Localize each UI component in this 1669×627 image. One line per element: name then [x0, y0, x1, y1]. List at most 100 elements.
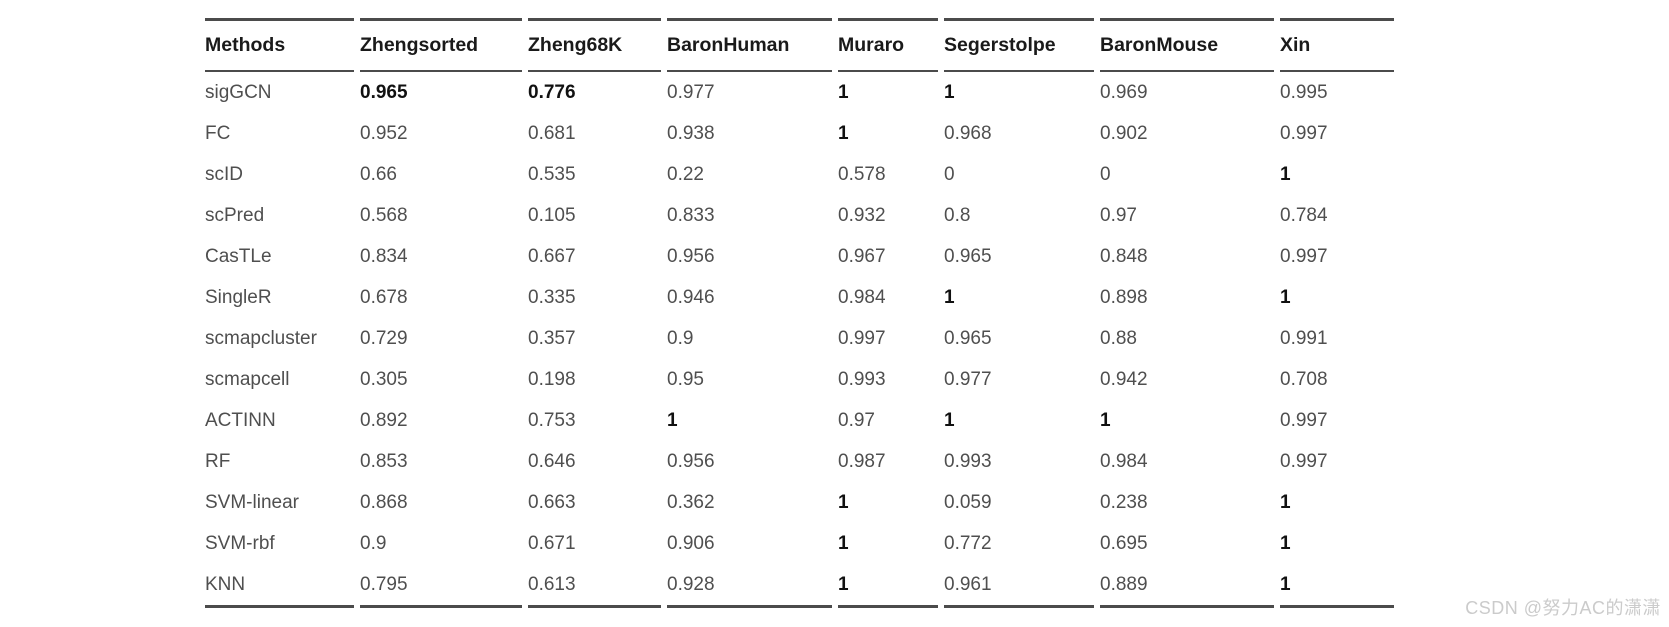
- value-cell: 0.9: [667, 327, 694, 349]
- header-row: Methods Zhengsorted Zheng68K BaronHuman …: [205, 18, 1394, 72]
- value-cell: 0.663: [528, 491, 576, 513]
- column-header-zheng68k: Zheng68K: [528, 18, 661, 72]
- table-row: scmapcluster 0.729 0.357 0.9 0.997 0.965 0.88 0…: [205, 318, 1394, 359]
- value-cell: 0.8: [944, 204, 971, 226]
- value-cell: 0.938: [667, 122, 715, 144]
- method-cell: scmapcluster: [205, 327, 317, 349]
- value-cell: 0.928: [667, 564, 832, 608]
- value-cell: 0.22: [667, 163, 704, 185]
- value-cell: 0.977: [944, 368, 992, 390]
- value-cell: 0.898: [1100, 286, 1148, 308]
- table-row: SVM-rbf 0.9 0.671 0.906 1 0.772 0.695 1: [205, 523, 1394, 564]
- value-cell: 0.535: [528, 163, 576, 185]
- value-cell: 0.784: [1280, 204, 1328, 226]
- table-row: scmapcell 0.305 0.198 0.95 0.993 0.977 0.942 0.…: [205, 359, 1394, 400]
- method-cell: SVM-rbf: [205, 532, 275, 554]
- value-cell: 0.965: [944, 245, 992, 267]
- table-row: ACTINN 0.892 0.753 1 0.97 1 1 0.997: [205, 400, 1394, 441]
- value-cell: 1: [1280, 491, 1291, 513]
- value-cell: 0.681: [528, 122, 576, 144]
- value-cell: 0.753: [528, 409, 576, 431]
- value-cell: 0.946: [667, 286, 715, 308]
- value-cell: 0.613: [528, 564, 661, 608]
- value-cell: 0.578: [838, 163, 886, 185]
- table-row: CasTLe 0.834 0.667 0.956 0.967 0.965 0.848 0.99…: [205, 236, 1394, 277]
- value-cell: 0.678: [360, 286, 408, 308]
- value-cell: 0: [944, 163, 955, 185]
- value-cell: 0.9: [360, 532, 387, 554]
- column-header-xin: Xin: [1280, 18, 1394, 72]
- method-cell: scID: [205, 163, 243, 185]
- value-cell: 1: [1100, 409, 1111, 431]
- method-cell: ACTINN: [205, 409, 276, 431]
- value-cell: 0.776: [528, 81, 576, 103]
- method-cell: scmapcell: [205, 368, 290, 390]
- value-cell: 0.952: [360, 122, 408, 144]
- value-cell: 1: [838, 564, 938, 608]
- value-cell: 0.965: [360, 81, 408, 103]
- value-cell: 0.795: [360, 564, 522, 608]
- value-cell: 0.695: [1100, 532, 1148, 554]
- value-cell: 0.833: [667, 204, 715, 226]
- value-cell: 0.942: [1100, 368, 1148, 390]
- value-cell: 0.967: [838, 245, 886, 267]
- value-cell: 0.965: [944, 327, 992, 349]
- value-cell: 0.357: [528, 327, 576, 349]
- value-cell: 1: [944, 409, 955, 431]
- table-row: KNN 0.795 0.613 0.928 1 0.961 0.889 1: [205, 564, 1394, 608]
- value-cell: 0.708: [1280, 368, 1328, 390]
- value-cell: 0.956: [667, 450, 715, 472]
- value-cell: 0.984: [838, 286, 886, 308]
- value-cell: 0.987: [838, 450, 886, 472]
- value-cell: 0.991: [1280, 327, 1328, 349]
- column-header-zhengsorted: Zhengsorted: [360, 18, 522, 72]
- value-cell: 0.997: [1280, 450, 1328, 472]
- value-cell: 0.335: [528, 286, 576, 308]
- method-cell: KNN: [205, 564, 354, 608]
- value-cell: 0.902: [1100, 122, 1148, 144]
- table-row: SVM-linear 0.868 0.663 0.362 1 0.059 0.238 1: [205, 482, 1394, 523]
- method-cell: FC: [205, 122, 231, 144]
- method-cell: scPred: [205, 204, 265, 226]
- table-row: scID 0.66 0.535 0.22 0.578 0 0 1: [205, 154, 1394, 195]
- results-table: Methods Zhengsorted Zheng68K BaronHuman …: [199, 18, 1400, 608]
- value-cell: 1: [838, 491, 849, 513]
- value-cell: 0.853: [360, 450, 408, 472]
- value-cell: 1: [667, 409, 678, 431]
- value-cell: 0.88: [1100, 327, 1137, 349]
- value-cell: 0.568: [360, 204, 408, 226]
- value-cell: 1: [838, 532, 849, 554]
- column-header-segerstolpe: Segerstolpe: [944, 18, 1094, 72]
- method-cell: sigGCN: [205, 81, 272, 103]
- value-cell: 1: [838, 81, 849, 103]
- table-row: RF 0.853 0.646 0.956 0.987 0.993 0.984 0.997: [205, 441, 1394, 482]
- column-header-baronmouse: BaronMouse: [1100, 18, 1274, 72]
- value-cell: 0.961: [944, 564, 1094, 608]
- value-cell: 1: [1280, 564, 1394, 608]
- value-cell: 0.834: [360, 245, 408, 267]
- value-cell: 0.997: [838, 327, 886, 349]
- value-cell: 0.968: [944, 122, 992, 144]
- column-header-baronhuman: BaronHuman: [667, 18, 832, 72]
- value-cell: 0.772: [944, 532, 992, 554]
- method-cell: SVM-linear: [205, 491, 299, 513]
- value-cell: 1: [944, 81, 955, 103]
- method-cell: SingleR: [205, 286, 272, 308]
- value-cell: 0.95: [667, 368, 704, 390]
- value-cell: 0.667: [528, 245, 576, 267]
- column-header-muraro: Muraro: [838, 18, 938, 72]
- method-cell: CasTLe: [205, 245, 272, 267]
- value-cell: 0.993: [838, 368, 886, 390]
- value-cell: 0.977: [667, 81, 715, 103]
- table-row: FC 0.952 0.681 0.938 1 0.968 0.902 0.997: [205, 113, 1394, 154]
- value-cell: 0.97: [838, 409, 875, 431]
- value-cell: 0.848: [1100, 245, 1148, 267]
- value-cell: 0.66: [360, 163, 397, 185]
- value-cell: 0.993: [944, 450, 992, 472]
- column-header-methods: Methods: [205, 18, 354, 72]
- value-cell: 0.305: [360, 368, 408, 390]
- table-body: sigGCN 0.965 0.776 0.977 1 1 0.969 0.995 FC 0.952…: [205, 72, 1394, 608]
- value-cell: 1: [1280, 286, 1291, 308]
- value-cell: 0.238: [1100, 491, 1148, 513]
- value-cell: 0.956: [667, 245, 715, 267]
